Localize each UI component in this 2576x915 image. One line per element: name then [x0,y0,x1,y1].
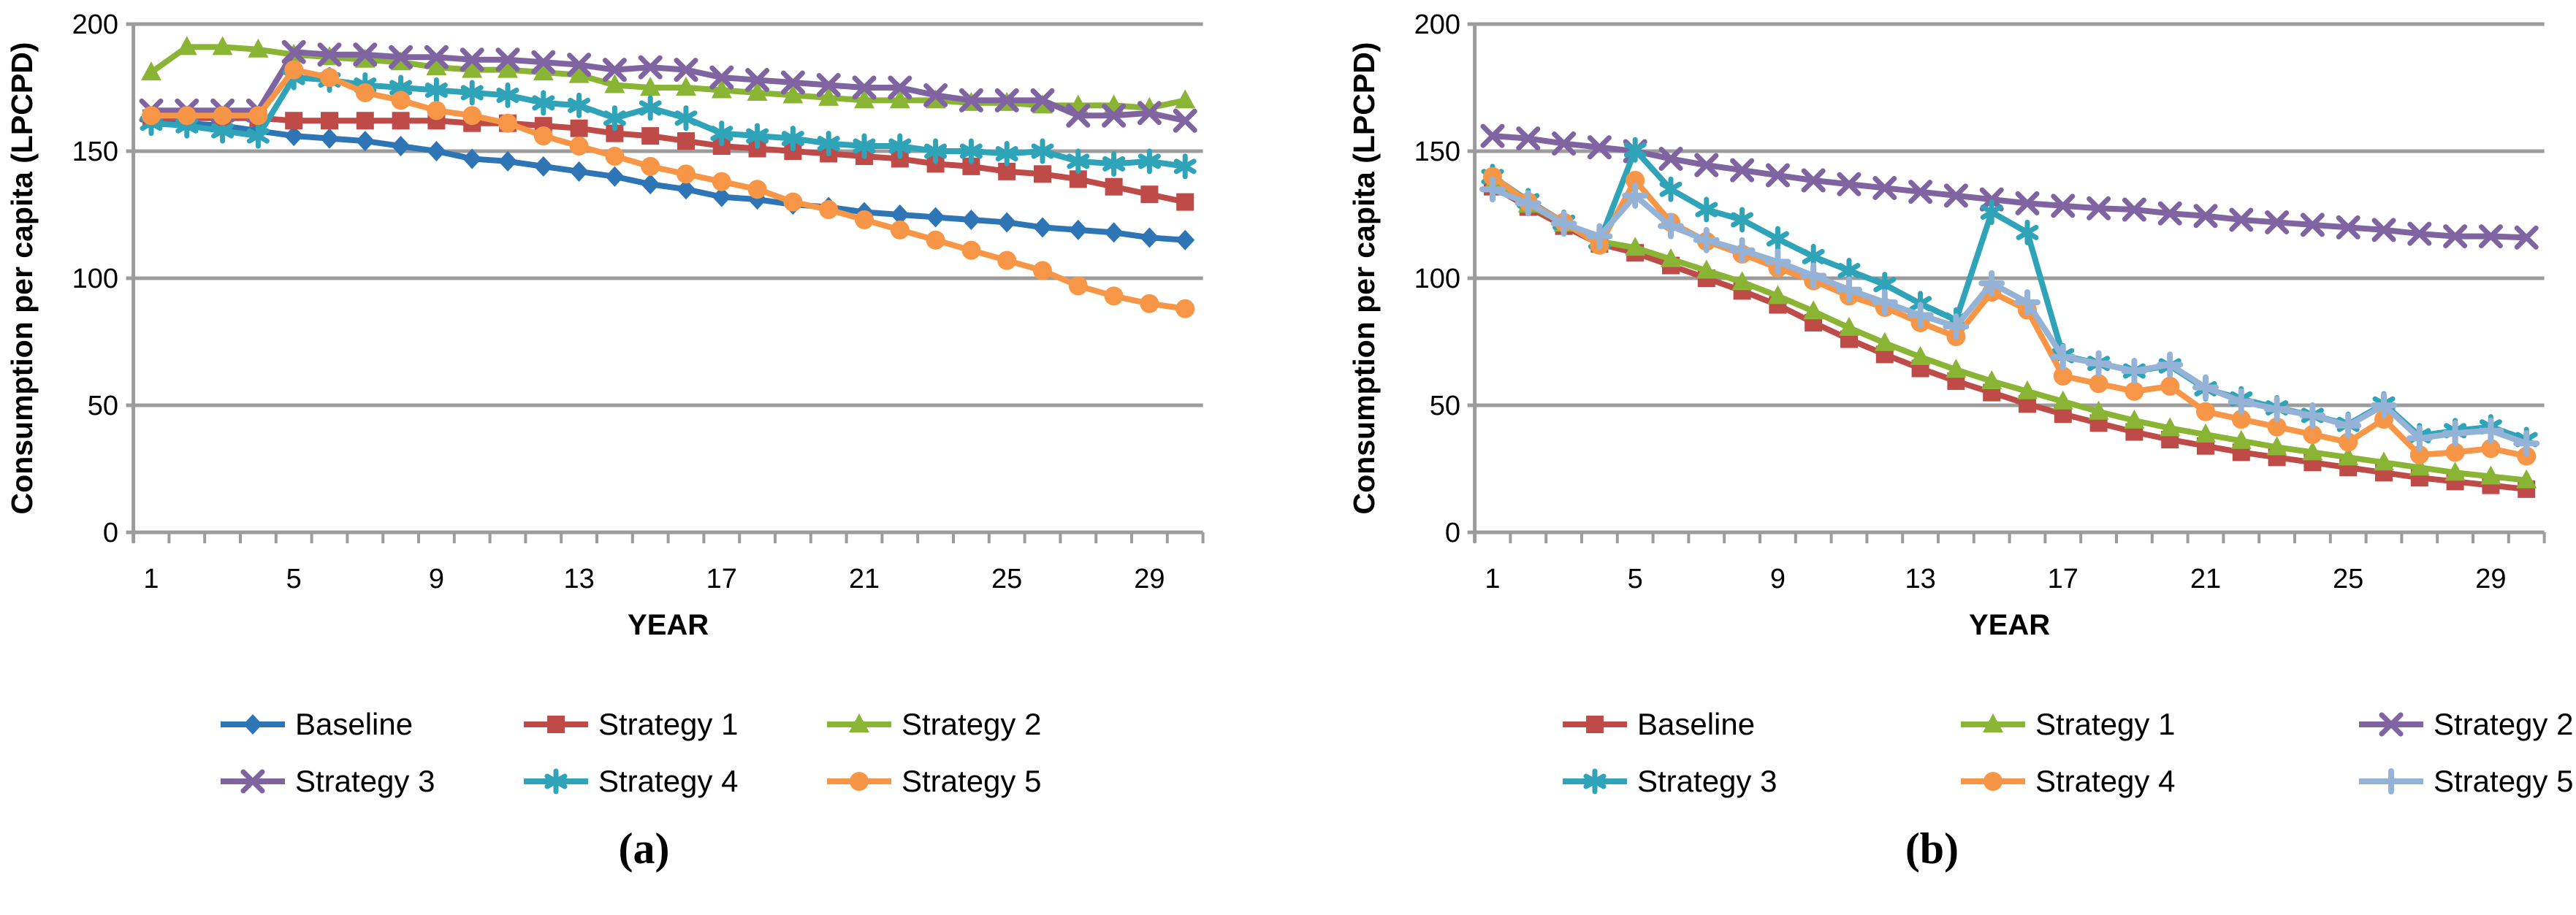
y-tick-label: 100 [72,264,118,294]
chart-b-plot: 0 50 100 150 200 1 5 9 13 17 21 25 29 YEAR Consumption… [1347,9,2546,641]
y-tick-label: 0 [103,518,118,548]
x-axis-title: YEAR [628,609,709,641]
chart-a-caption: (a) [618,824,670,873]
x-tick-label: 25 [2333,564,2363,594]
legend-item-strategy-5: Strategy 5 [826,759,1041,803]
legend-label: Baseline [295,707,414,741]
legend-item-strategy-4: Strategy 4 [1959,759,2175,803]
y-axis: 0 50 100 150 200 [72,9,136,548]
x-tick-label: 17 [706,564,737,594]
legend-item-strategy-1: Strategy 1 [522,702,738,746]
series-strategy-5 [142,60,1195,318]
x-tick-label: 9 [1770,564,1786,594]
x-tick-label: 29 [2475,564,2506,594]
square-marker-icon [524,716,588,733]
legend-label: Strategy 2 [902,707,1042,741]
y-tick-label: 0 [1445,518,1460,548]
legend-item-strategy-4: Strategy 4 [522,759,738,803]
chart-a-legend: Baseline Strategy 1 Strategy 2 Strategy 3 St… [0,702,1288,819]
x-tick-label: 21 [2190,564,2221,594]
y-tick-label: 50 [1430,391,1460,421]
legend-label: Baseline [1637,707,1756,741]
chart-a-plot: 0 50 100 150 200 1 5 9 13 17 21 25 29 YEAR Consumption… [5,9,1205,641]
square-marker-icon [1563,716,1627,733]
legend-item-baseline: Baseline [219,702,413,746]
x-tick-label: 13 [563,564,594,594]
legend-label: Strategy 5 [902,764,1042,798]
asterisk-marker-icon [524,768,588,795]
legend-label: Strategy 3 [1637,764,1777,798]
legend-item-strategy-1: Strategy 1 [1959,702,2175,746]
circle-marker-icon [827,772,891,791]
legend-label: Strategy 1 [2035,707,2176,741]
chart-b-caption: (b) [1905,824,1959,873]
legend-item-strategy-3: Strategy 3 [219,759,435,803]
y-axis-title: Consumption per capita (LPCPD) [1347,42,1381,515]
x-marker-icon [2359,712,2423,737]
legend-item-strategy-2: Strategy 2 [2358,702,2573,746]
x-axis: 1 5 9 13 17 21 25 29 [1473,532,2546,594]
x-marker-icon [221,769,285,794]
y-tick-label: 200 [1414,9,1460,40]
triangle-marker-icon [1961,713,2025,732]
series-strategy-3 [139,39,1197,133]
y-tick-label: 100 [1414,264,1460,294]
legend-item-strategy-2: Strategy 2 [826,702,1041,746]
x-tick-label: 1 [143,564,159,594]
y-tick-label: 150 [1414,137,1460,167]
y-tick-label: 200 [72,9,118,40]
chart-b-legend: Baseline Strategy 1 Strategy 2 Strategy 3 St… [1288,702,2576,819]
legend-item-strategy-3: Strategy 3 [1561,759,1777,803]
legend-label: Strategy 4 [598,764,739,798]
diamond-marker-icon [221,714,285,735]
legend-item-strategy-5: Strategy 5 [2358,759,2573,803]
legend-label: Strategy 4 [2035,764,2176,798]
plus-marker-icon [2359,768,2423,795]
y-axis-title: Consumption per capita (LPCPD) [5,42,39,515]
x-tick-label: 9 [429,564,444,594]
x-tick-label: 5 [1628,564,1643,594]
x-tick-label: 21 [849,564,880,594]
legend-label: Strategy 3 [295,764,435,798]
x-tick-label: 5 [286,564,302,594]
x-axis: 1 5 9 13 17 21 25 29 [132,532,1205,594]
x-tick-label: 1 [1485,564,1500,594]
x-tick-label: 17 [2048,564,2078,594]
legend-label: Strategy 2 [2434,707,2574,741]
y-axis: 0 50 100 150 200 [1414,9,1477,548]
series-strategy-1 [142,109,1194,211]
triangle-marker-icon [827,713,891,732]
series-strategy-5 [1479,176,2540,457]
panel-b: 0 50 100 150 200 1 5 9 13 17 21 25 29 YEAR Consumption… [1288,0,2576,915]
series-strategy-2 [1480,123,2539,250]
panel-a: 0 50 100 150 200 1 5 9 13 17 21 25 29 YEAR Consumption… [0,9,1288,873]
x-axis-title: YEAR [1969,609,2050,641]
y-tick-label: 150 [72,137,118,167]
x-tick-label: 25 [991,564,1022,594]
circle-marker-icon [1961,772,2025,791]
y-tick-label: 50 [88,391,118,421]
legend-label: Strategy 1 [598,707,739,741]
x-tick-label: 29 [1134,564,1165,594]
x-tick-label: 13 [1905,564,1935,594]
legend-item-baseline: Baseline [1561,702,1755,746]
asterisk-marker-icon [1563,768,1627,795]
series-strategy-4 [1483,166,2537,466]
legend-label: Strategy 5 [2434,764,2574,798]
